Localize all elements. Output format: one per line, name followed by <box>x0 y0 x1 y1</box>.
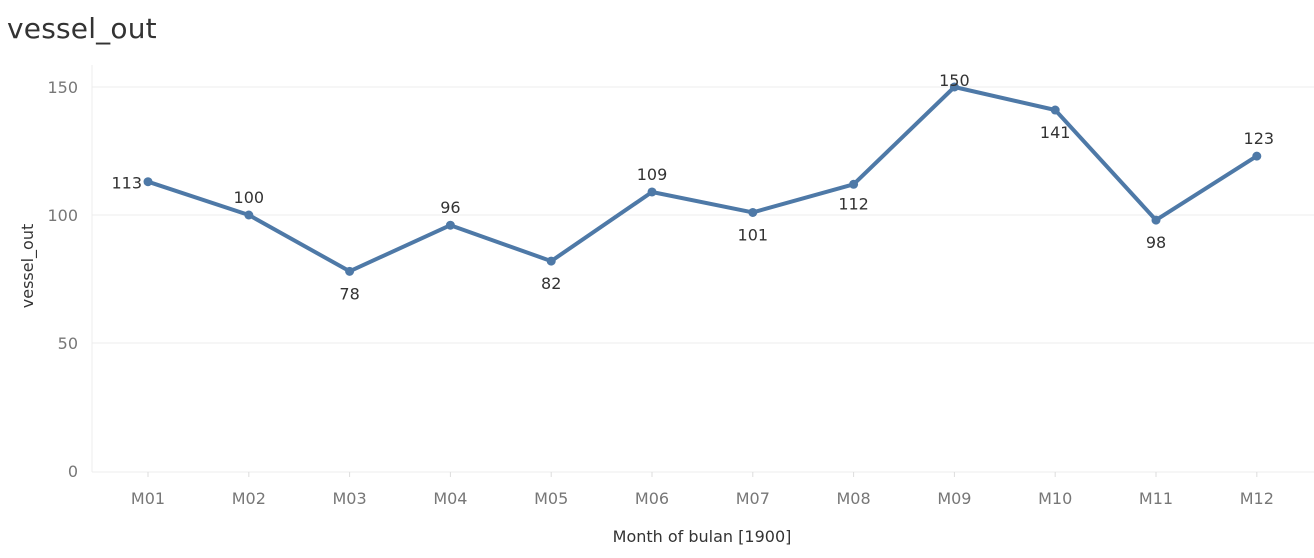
x-tick-label: M04 <box>433 489 467 508</box>
data-label: 101 <box>738 225 769 244</box>
data-label: 123 <box>1244 129 1275 148</box>
data-point[interactable] <box>1151 215 1161 225</box>
x-tick-label: M05 <box>534 489 568 508</box>
y-tick-label: 150 <box>47 78 78 97</box>
data-point[interactable] <box>748 207 758 217</box>
data-labels: 113 100 78 96 82 109 101 112 150 141 98 123 <box>111 71 1274 303</box>
data-label: 100 <box>234 188 265 207</box>
x-axis-title: Month of bulan [1900] <box>613 527 792 546</box>
data-label: 113 <box>111 174 142 193</box>
x-tick-label: M07 <box>736 489 770 508</box>
x-tick-label: M08 <box>837 489 871 508</box>
data-label: 78 <box>339 284 359 303</box>
series <box>143 82 1262 276</box>
data-label: 82 <box>541 274 561 293</box>
data-label: 112 <box>838 194 869 213</box>
x-tick-label: M06 <box>635 489 669 508</box>
data-point[interactable] <box>1252 151 1262 161</box>
data-label: 109 <box>637 165 668 184</box>
data-point[interactable] <box>849 179 859 189</box>
x-tick-label: M02 <box>232 489 266 508</box>
data-label: 150 <box>939 71 970 90</box>
chart-title: vessel_out <box>7 12 157 45</box>
x-tick-label: M11 <box>1139 489 1173 508</box>
data-label: 96 <box>440 198 460 217</box>
data-point[interactable] <box>345 266 355 276</box>
y-tick-labels: 0 50 100 150 <box>47 78 78 481</box>
x-tick-labels: M01 M02 M03 M04 M05 M06 M07 M08 M09 M10 M11 M12 <box>131 472 1274 508</box>
data-point[interactable] <box>1050 105 1060 115</box>
x-tick-label: M09 <box>937 489 971 508</box>
data-point[interactable] <box>949 82 959 92</box>
data-point[interactable] <box>244 210 254 220</box>
gridlines <box>92 86 1314 344</box>
x-tick-label: M03 <box>333 489 367 508</box>
y-tick-label: 100 <box>47 206 78 225</box>
axes <box>91 65 1314 473</box>
data-label: 98 <box>1146 233 1166 252</box>
x-tick-label: M10 <box>1038 489 1072 508</box>
y-axis-title: vessel_out <box>18 224 38 308</box>
data-point[interactable] <box>445 220 455 230</box>
y-tick-label: 0 <box>68 462 78 481</box>
data-label: 141 <box>1040 123 1071 142</box>
x-tick-label: M01 <box>131 489 165 508</box>
data-point[interactable] <box>647 187 657 197</box>
series-line <box>146 85 1259 274</box>
data-point[interactable] <box>546 256 556 266</box>
y-tick-label: 50 <box>58 334 78 353</box>
data-point[interactable] <box>143 177 153 187</box>
x-tick-label: M12 <box>1240 489 1274 508</box>
